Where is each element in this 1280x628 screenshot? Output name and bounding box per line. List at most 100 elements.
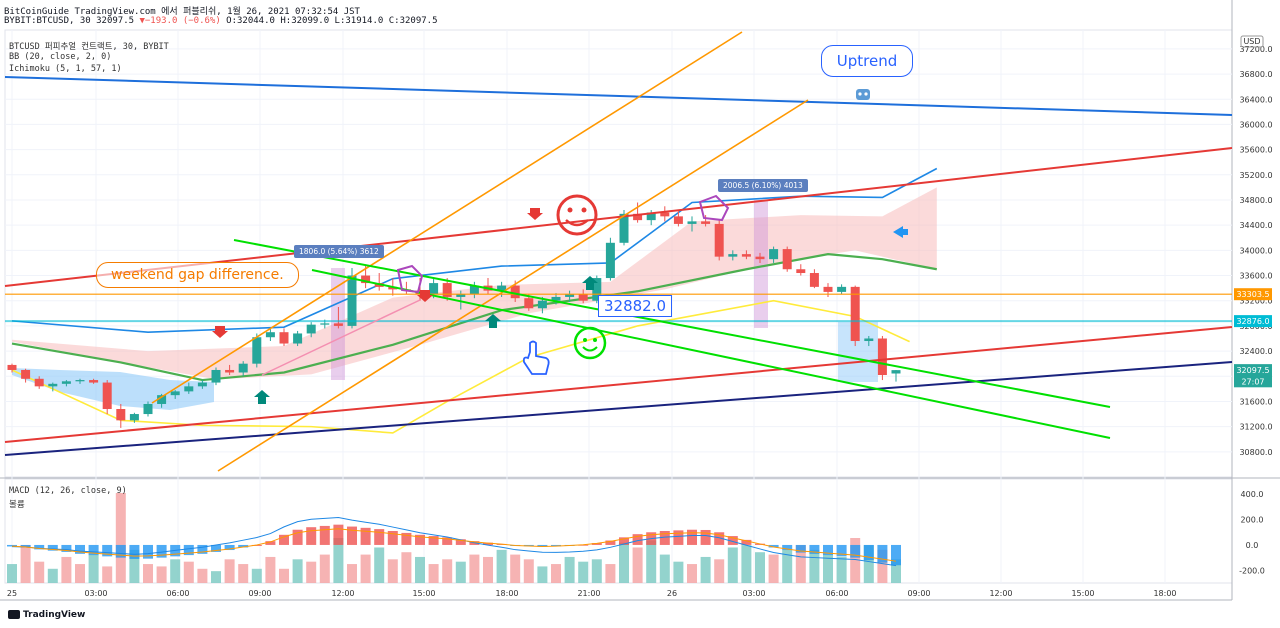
candle-body	[809, 273, 819, 287]
candle[interactable]	[714, 220, 724, 261]
candle[interactable]	[565, 290, 575, 302]
volume-bar	[483, 556, 493, 583]
weekend-gap-note[interactable]: weekend gap difference.	[96, 262, 299, 288]
candle[interactable]	[633, 202, 643, 223]
candle[interactable]	[89, 378, 99, 384]
candle[interactable]	[143, 401, 153, 417]
red-lower-trend-line	[4, 326, 1233, 443]
indicator-bb[interactable]: BB (20, close, 2, 0)	[9, 52, 112, 62]
candle[interactable]	[877, 335, 887, 381]
x-tick-label: 06:00	[825, 589, 848, 598]
candle[interactable]	[102, 380, 112, 415]
candle[interactable]	[782, 246, 792, 272]
candle[interactable]	[306, 322, 316, 338]
down-arrow-icon	[527, 208, 543, 220]
candle[interactable]	[184, 382, 194, 394]
macd-hist-bar	[115, 544, 126, 558]
candle[interactable]	[701, 215, 711, 227]
candle[interactable]	[891, 370, 901, 382]
volume-bar	[115, 493, 126, 583]
indicator-macd[interactable]: MACD (12, 26, close, 9)	[9, 486, 127, 496]
candle[interactable]	[7, 363, 17, 373]
candle[interactable]	[293, 330, 303, 347]
macd-hist-bar	[183, 544, 194, 556]
candle-body	[619, 213, 629, 243]
candle[interactable]	[850, 285, 860, 347]
indicator-volume[interactable]: 볼륨	[9, 500, 25, 510]
pointing-hand-icon	[522, 340, 550, 375]
drawings	[4, 31, 1233, 472]
candle[interactable]	[809, 269, 819, 289]
measure-label-1[interactable]: 1806.0 (5.64%) 3612	[294, 245, 384, 258]
candle-body	[864, 338, 874, 342]
tradingview-brand[interactable]: TradingView	[8, 610, 85, 620]
candle[interactable]	[605, 237, 615, 281]
candle[interactable]	[769, 246, 779, 263]
candle[interactable]	[34, 376, 44, 389]
candle[interactable]	[225, 364, 235, 376]
green-trend-line	[311, 269, 1111, 439]
candle[interactable]	[265, 328, 275, 342]
smiley-eye	[593, 338, 597, 342]
candle[interactable]	[864, 335, 874, 347]
down-arrow-icon	[417, 290, 433, 302]
volume-bar	[782, 549, 793, 583]
candle-body	[442, 283, 452, 297]
candle-body	[469, 285, 479, 295]
candle[interactable]	[75, 378, 85, 384]
volume-bar	[129, 549, 140, 583]
candle[interactable]	[21, 368, 31, 383]
price-label-box[interactable]: 32882.0	[598, 295, 673, 317]
volume-bar	[795, 545, 806, 583]
candle[interactable]	[660, 206, 670, 222]
candle[interactable]	[48, 382, 58, 392]
candle[interactable]	[333, 307, 343, 329]
candle-body	[673, 216, 683, 224]
price-tag-label: 32097.5	[1236, 366, 1269, 375]
candle-body	[306, 324, 316, 334]
candle[interactable]	[755, 252, 765, 263]
candle[interactable]	[728, 250, 738, 261]
indicator-symbol-title[interactable]: BTCUSD 퍼피추얼 컨트랙트, 30, BYBIT	[9, 42, 169, 52]
volume-bar	[700, 556, 711, 583]
volume-bar	[292, 559, 303, 583]
macd-hist-bar	[836, 544, 847, 557]
candle[interactable]	[741, 250, 751, 260]
uptrend-callout[interactable]: Uptrend	[821, 45, 913, 77]
volume-bar	[496, 549, 507, 583]
candle[interactable]	[442, 278, 452, 301]
candle[interactable]	[578, 289, 588, 304]
candle[interactable]	[129, 412, 139, 423]
macd-hist-bar	[319, 525, 330, 545]
candle-body	[347, 275, 357, 326]
macd-hist-bar	[265, 541, 276, 545]
candle[interactable]	[592, 275, 602, 304]
volume-bar	[673, 561, 684, 583]
candle[interactable]	[673, 211, 683, 227]
candle[interactable]	[687, 216, 697, 232]
candle[interactable]	[211, 367, 221, 386]
candle[interactable]	[116, 403, 126, 428]
candle[interactable]	[469, 281, 479, 299]
volume-bar	[75, 564, 85, 583]
macd-hist-bar	[673, 530, 684, 545]
candle[interactable]	[197, 380, 207, 389]
candle[interactable]	[238, 361, 248, 377]
candle[interactable]	[252, 333, 262, 368]
candle[interactable]	[61, 380, 71, 387]
candle[interactable]	[796, 264, 806, 276]
price-tag-label: 27:07	[1241, 377, 1264, 386]
publish-line: BitCoinGuide TradingView.com 에서 퍼블리쉬, 1월…	[4, 7, 360, 17]
x-tick-label: 06:00	[166, 589, 189, 598]
measure-label-2[interactable]: 2006.5 (6.10%) 4013	[718, 179, 808, 192]
candle[interactable]	[279, 328, 289, 347]
candle-body	[578, 294, 588, 301]
indicator-ichimoku[interactable]: Ichimoku (5, 1, 57, 1)	[9, 64, 122, 74]
candle-body	[89, 380, 99, 383]
macd-hist-bar	[360, 527, 371, 545]
candle[interactable]	[170, 390, 180, 399]
volume-bar	[591, 559, 602, 583]
candle[interactable]	[837, 284, 847, 295]
candle[interactable]	[551, 293, 561, 305]
